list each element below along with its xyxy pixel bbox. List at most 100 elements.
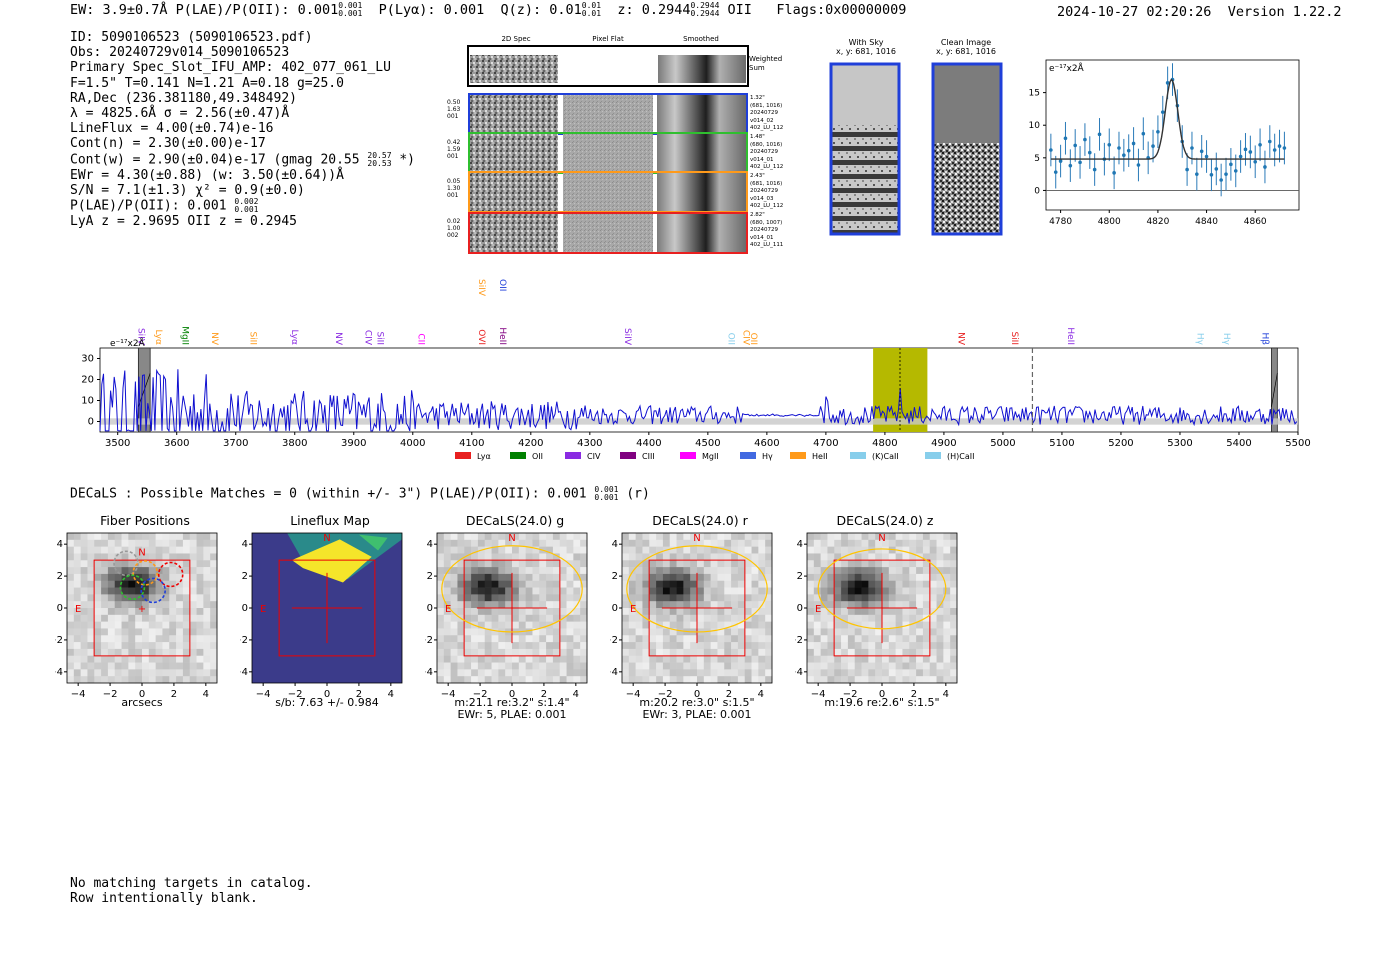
panel-pixel	[717, 662, 725, 670]
panel-pixel	[628, 669, 636, 677]
panel-pixel	[532, 533, 540, 541]
panel-pixel	[882, 553, 890, 561]
panel-pixel	[135, 628, 143, 636]
panel-pixel	[868, 533, 876, 541]
panel-pixel	[114, 608, 122, 616]
panel-pixel	[861, 676, 869, 684]
panel-pixel	[669, 601, 677, 609]
panel-pixel	[464, 546, 472, 554]
zoom-point	[1263, 165, 1267, 169]
panel-pixel	[532, 539, 540, 547]
spectrum-xtick-label: 4100	[459, 438, 484, 449]
panel-pixel	[162, 628, 170, 636]
panel-pixel	[162, 587, 170, 595]
info-contn: Cont(n) = 2.30(±0.00)e-17	[70, 136, 266, 152]
panel-pixel	[902, 635, 910, 643]
panel-pixel	[169, 573, 177, 582]
panel-pixel	[196, 655, 204, 663]
panel-pixel	[546, 608, 554, 616]
panel-pixel	[73, 587, 81, 595]
with-sky-line1: With Sky	[848, 38, 884, 47]
panel-pixel	[868, 608, 876, 616]
panel-pixel	[505, 594, 513, 602]
panel-ytick-label: −2	[610, 635, 618, 646]
row2-right-4: 402_LU_112	[750, 164, 784, 171]
decals-panel-title: Fiber Positions	[100, 513, 190, 528]
panel-pixel	[635, 553, 643, 561]
panel-pixel	[142, 601, 150, 609]
panel-pixel	[758, 621, 766, 629]
panel-pixel	[635, 601, 643, 609]
panel-pixel	[882, 601, 890, 609]
clean-image-line2: x, y: 681, 1016	[936, 47, 996, 56]
panel-pixel	[820, 648, 828, 657]
aperture-box	[93, 559, 191, 657]
panel-pixel	[437, 546, 445, 554]
panel-pixel	[882, 669, 890, 677]
panel-pixel	[936, 669, 944, 677]
panel-pixel	[868, 621, 876, 629]
panel-pixel	[121, 539, 129, 547]
panel-pixel	[622, 635, 630, 643]
panel-pixel	[758, 635, 766, 643]
panel-pixel	[895, 601, 903, 609]
zoom-point	[1209, 172, 1214, 177]
panel-pixel	[717, 533, 725, 541]
panel-pixel	[87, 676, 95, 684]
panel-pixel	[155, 676, 163, 684]
panel-pixel	[683, 546, 691, 554]
panel-ytick-label: 0	[57, 603, 63, 614]
panel-pixel	[107, 642, 116, 650]
panel-pixel	[559, 594, 567, 602]
panel-pixel	[751, 608, 759, 616]
panel-pixel	[580, 655, 588, 663]
panel-pixel	[683, 676, 691, 684]
panel-pixel	[443, 655, 451, 663]
panel-pixel	[101, 642, 109, 650]
panel-pixel	[936, 614, 944, 622]
panel-pixel	[807, 601, 815, 609]
panel-pixel	[710, 642, 718, 650]
panel-pixel	[196, 560, 204, 568]
panel-pixel	[717, 546, 725, 554]
panel-pixel	[717, 669, 725, 677]
panel-pixel	[703, 553, 711, 561]
panel-pixel	[176, 642, 184, 650]
panel-pixel	[656, 608, 664, 616]
row2-smoothed	[657, 134, 746, 172]
panel-pixel	[67, 553, 75, 561]
panel-pixel	[196, 601, 204, 609]
panel-pixel	[532, 601, 540, 609]
panel-pixel	[642, 587, 650, 595]
panel-pixel	[107, 594, 116, 602]
panel-pixel	[155, 546, 163, 554]
panel-pixel	[450, 546, 458, 554]
panel-pixel	[512, 655, 520, 663]
panel-pixel	[916, 580, 924, 588]
panel-xtick-label: 2	[171, 689, 177, 700]
panel-pixel	[477, 648, 486, 657]
panel-pixel	[539, 676, 547, 684]
row3-right-1: (681, 1016)	[750, 180, 783, 187]
panel-pixel	[128, 580, 136, 588]
panel-pixel	[121, 669, 129, 677]
panel-pixel	[512, 601, 520, 609]
panel-pixel	[464, 608, 472, 616]
panel-xtick-label: 2	[541, 689, 547, 700]
panel-pixel	[107, 669, 116, 677]
panel-pixel	[916, 533, 924, 541]
panel-pixel	[950, 608, 958, 616]
panel-pixel	[875, 533, 883, 541]
panel-pixel	[443, 635, 451, 643]
panel-pixel	[683, 608, 691, 616]
panel-pixel	[909, 539, 917, 547]
panel-pixel	[642, 533, 650, 541]
panel-pixel	[861, 573, 869, 582]
panel-pixel	[148, 567, 156, 575]
cutout-col-pixelflat: Pixel Flat	[592, 35, 624, 43]
panel-pixel	[148, 621, 156, 629]
panel-pixel	[437, 642, 445, 650]
panel-pixel	[950, 573, 958, 582]
panel-pixel	[498, 553, 506, 561]
panel-pixel	[751, 567, 759, 575]
